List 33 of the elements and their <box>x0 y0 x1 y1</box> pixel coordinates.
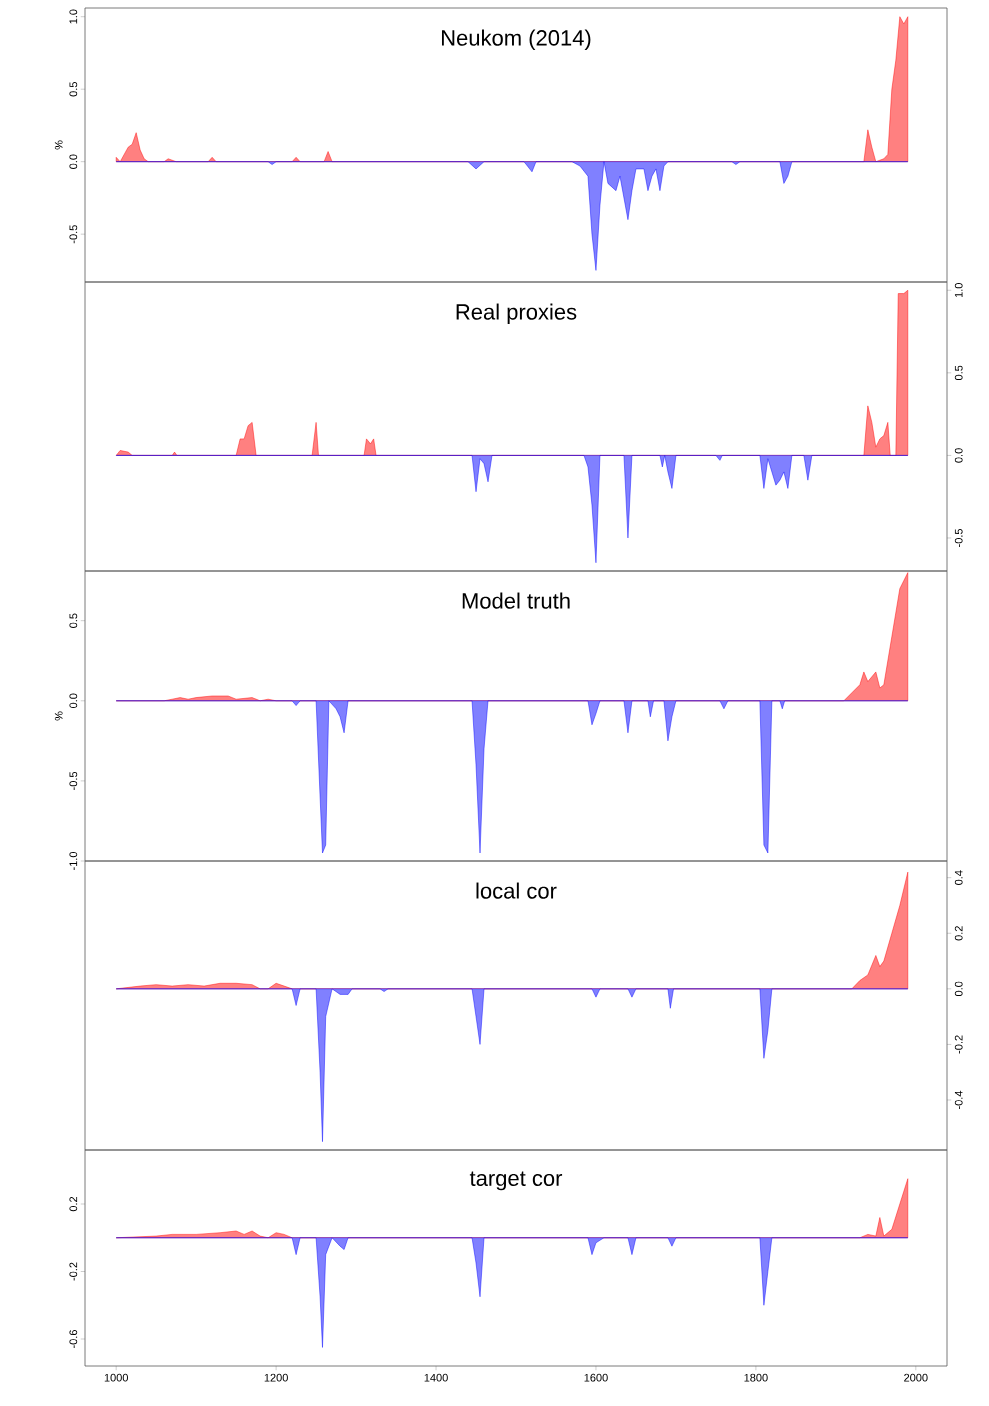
x-tick-label: 2000 <box>904 1373 928 1382</box>
y-tick-label: 0.2 <box>69 1196 78 1212</box>
text: target cor <box>469 1171 563 1191</box>
y2-tick-label: -0.5 <box>954 528 963 547</box>
y2-tick-label: 0.5 <box>954 365 963 381</box>
y-tick-label: 0.0 <box>69 693 78 709</box>
text: Real proxies <box>456 303 577 325</box>
x-tick-label: 1400 <box>424 1373 448 1382</box>
y2-tick-label: 0.0 <box>954 448 963 463</box>
y-axis-title: % <box>54 140 63 150</box>
y2-tick-label: -0.4 <box>954 1090 963 1109</box>
y-axis-title: % <box>54 711 63 721</box>
x-tick-label: 1000 <box>104 1373 128 1382</box>
y-tick-label: 1.0 <box>69 9 78 24</box>
x-tick-label: 1800 <box>744 1373 768 1382</box>
y2-tick-label: 0.2 <box>954 926 963 941</box>
y2-tick-label: 0.4 <box>954 870 963 885</box>
y-tick-label: -0.6 <box>69 1330 78 1348</box>
y2-tick-label: 0.0 <box>954 981 963 997</box>
y-tick-label: -0.2 <box>69 1262 78 1281</box>
y2-tick-label: 1.0 <box>954 283 963 298</box>
y-tick-label: 0.0 <box>69 154 78 169</box>
x-tick-label: 1600 <box>584 1373 608 1382</box>
x-tick-label: 1200 <box>264 1373 288 1382</box>
text: Model truth <box>462 592 570 609</box>
y-tick-label: -1.0 <box>69 851 78 870</box>
y-tick-label: -0.5 <box>69 225 78 244</box>
text: Neukom (2014) <box>441 29 591 51</box>
y-tick-label: 0.5 <box>69 82 78 97</box>
y-tick-label: -0.5 <box>69 771 78 790</box>
text: local cor <box>476 882 557 899</box>
y-tick-label: 0.5 <box>69 613 78 628</box>
y2-tick-label: -0.2 <box>954 1035 963 1054</box>
